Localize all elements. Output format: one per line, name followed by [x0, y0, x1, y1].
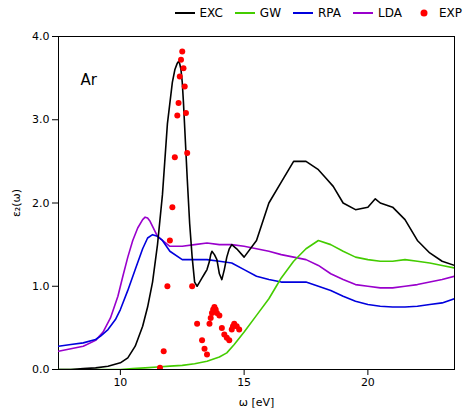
svg-text:ε₂(ω): ε₂(ω)	[10, 189, 23, 217]
svg-text:ω [eV]: ω [eV]	[239, 396, 275, 409]
svg-text:1.0: 1.0	[32, 280, 50, 293]
html-text:RPA: RPA	[318, 6, 341, 20]
html-text:EXC: EXC	[199, 6, 223, 20]
svg-text:20: 20	[361, 376, 375, 389]
html-text:GW: GW	[259, 6, 281, 20]
svg-text:3.0: 3.0	[32, 113, 50, 126]
svg-text:4.0: 4.0	[32, 30, 50, 43]
html-text:EXP: EXP	[439, 6, 462, 20]
svg-text:15: 15	[237, 376, 251, 389]
svg-text:0.0: 0.0	[32, 363, 50, 376]
svg-text:10: 10	[113, 376, 127, 389]
svg-text:Ar: Ar	[81, 71, 98, 89]
svg-text:2.0: 2.0	[32, 197, 50, 210]
html-text:LDA: LDA	[378, 6, 402, 20]
